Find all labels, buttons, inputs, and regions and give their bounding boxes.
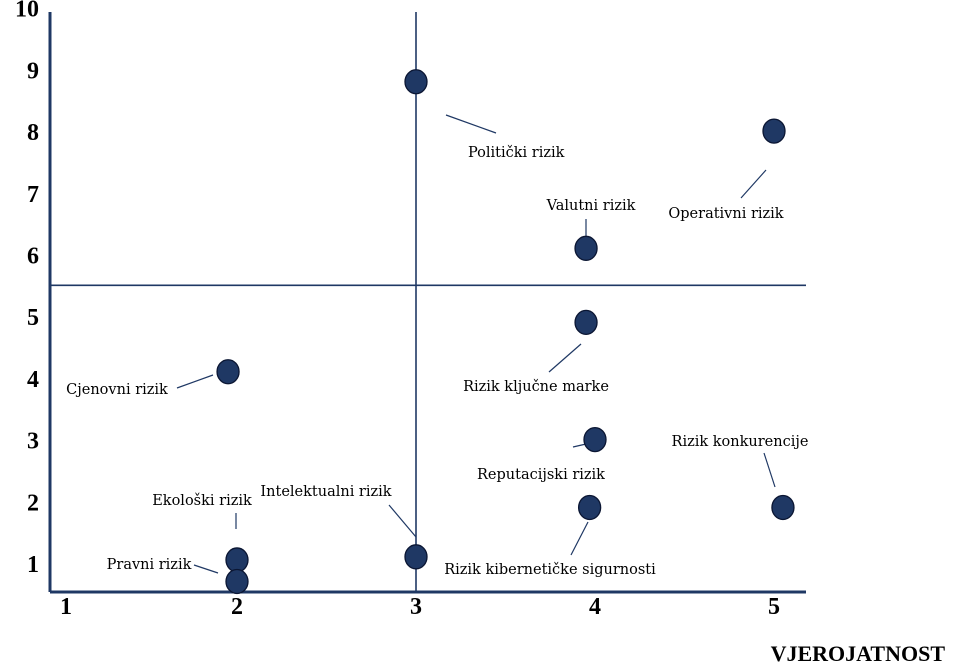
data-point — [771, 494, 795, 521]
data-point — [762, 118, 786, 144]
axes — [48, 12, 806, 594]
point-label: Rizik kibernetičke sigurnosti — [444, 562, 656, 578]
data-point — [574, 235, 598, 261]
data-point — [225, 547, 249, 573]
y-tick-label: 5 — [27, 305, 39, 331]
leader-line — [193, 564, 219, 574]
point-label: Ekološki rizik — [152, 492, 252, 509]
leader-line — [763, 452, 776, 488]
y-tick-label: 6 — [27, 244, 39, 270]
y-tick-label: 3 — [27, 429, 39, 455]
x-tick-label: 4 — [589, 594, 601, 620]
leader-line — [570, 521, 589, 556]
leader-line — [176, 374, 214, 389]
leader-line — [445, 114, 497, 134]
y-tick-label: 8 — [27, 120, 39, 146]
x-tick-label: 5 — [768, 594, 780, 620]
x-axis-title: VJEROJATNOST — [771, 641, 946, 666]
data-points — [216, 69, 795, 595]
data-point — [583, 426, 607, 453]
y-tick-label: 4 — [27, 367, 39, 393]
leader-line — [740, 169, 767, 199]
x-tick-label: 2 — [231, 594, 243, 620]
point-label: Cjenovni rizik — [66, 382, 168, 398]
y-tick-label: 2 — [27, 490, 39, 516]
data-point — [574, 309, 598, 336]
point-label: Politički rizik — [468, 145, 565, 161]
label-leader-lines — [176, 114, 776, 574]
leader-line — [572, 443, 587, 448]
point-label: Pravni rizik — [107, 557, 192, 573]
point-label: Operativni rizik — [668, 206, 783, 222]
point-label: Valutni rizik — [546, 198, 636, 214]
data-point — [216, 359, 240, 385]
y-tick-label: 10 — [15, 0, 39, 23]
point-label: Reputacijski rizik — [477, 467, 605, 483]
x-tick-labels: 1 2 3 4 5 — [60, 594, 780, 620]
data-point — [404, 69, 428, 95]
point-label: Rizik ključne marke — [463, 379, 609, 395]
y-tick-label: 1 — [27, 552, 39, 578]
point-label: Rizik konkurencije — [672, 434, 809, 450]
x-tick-label: 3 — [410, 594, 422, 620]
leader-line — [548, 343, 582, 373]
data-point — [577, 494, 602, 521]
y-tick-labels: 1 2 3 4 5 6 7 8 9 10 — [15, 0, 39, 578]
y-tick-label: 7 — [27, 182, 39, 208]
quadrant-dividers — [50, 12, 806, 592]
data-point — [225, 568, 249, 595]
x-tick-label: 1 — [60, 594, 72, 620]
y-tick-label: 9 — [27, 58, 39, 84]
leader-line — [388, 504, 417, 538]
point-labels: Politički rizik Operativni rizik Valutni r… — [66, 145, 808, 578]
point-label: Intelektualni rizik — [260, 484, 391, 500]
data-point — [404, 544, 428, 570]
